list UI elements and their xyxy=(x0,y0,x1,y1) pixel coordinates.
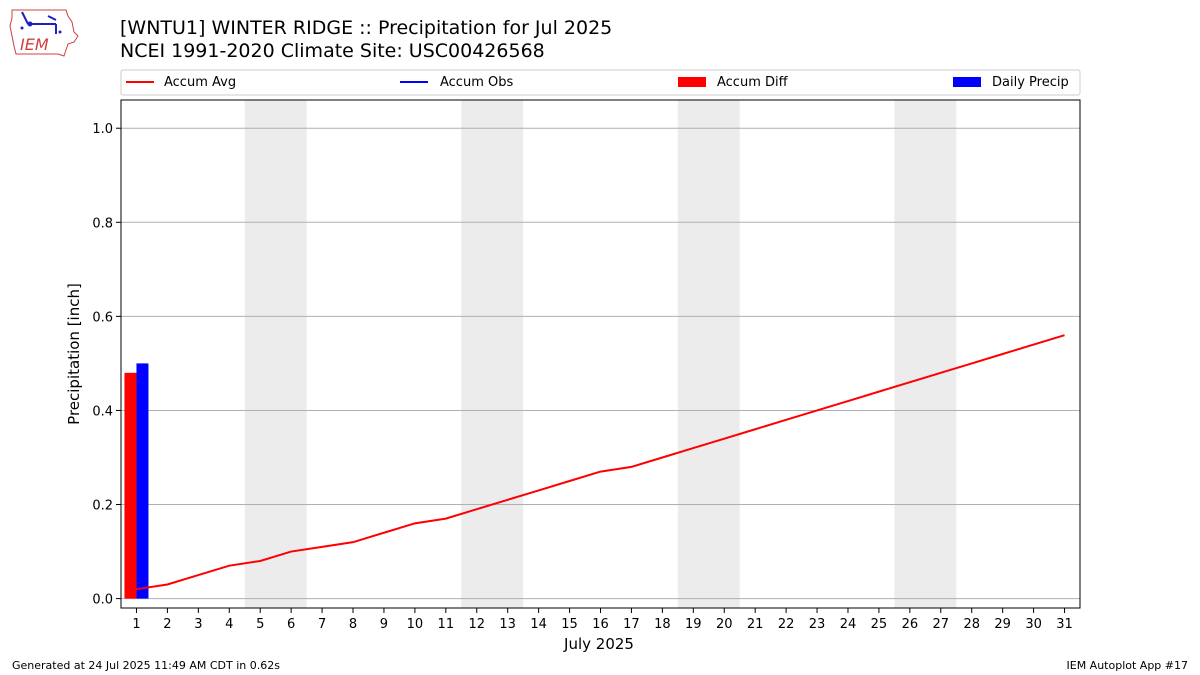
y-tick-label: 0.0 xyxy=(92,593,113,608)
y-tick-label: 0.6 xyxy=(92,310,113,325)
x-tick-label: 10 xyxy=(407,617,424,632)
x-tick-label: 3 xyxy=(194,617,202,632)
legend-label-accum-diff: Accum Diff xyxy=(717,75,789,90)
x-tick-label: 4 xyxy=(225,617,233,632)
weekend-band xyxy=(677,100,740,608)
weekend-band xyxy=(244,100,307,608)
x-tick-label: 30 xyxy=(1025,617,1042,632)
x-tick-label: 24 xyxy=(840,617,857,632)
x-tick-label: 2 xyxy=(163,617,171,632)
chart-subtitle: NCEI 1991-2020 Climate Site: USC00426568 xyxy=(120,40,545,62)
y-tick-label: 0.8 xyxy=(92,216,113,231)
x-tick-label: 7 xyxy=(318,617,326,632)
x-tick-label: 23 xyxy=(809,617,826,632)
x-tick-label: 13 xyxy=(499,617,516,632)
x-tick-label: 5 xyxy=(256,617,264,632)
x-tick-label: 31 xyxy=(1056,617,1073,632)
x-tick-label: 15 xyxy=(561,617,578,632)
y-tick-label: 0.2 xyxy=(92,499,113,514)
x-tick-label: 1 xyxy=(132,617,140,632)
x-tick-label: 18 xyxy=(654,617,671,632)
chart-title: [WNTU1] WINTER RIDGE :: Precipitation fo… xyxy=(120,17,613,39)
weekend-band xyxy=(894,100,957,608)
legend-label-accum-avg: Accum Avg xyxy=(164,75,236,90)
y-tick-label: 1.0 xyxy=(92,122,113,137)
precip-chart: Accum Avg Accum Obs Accum Diff Daily Pre… xyxy=(65,69,1081,653)
x-tick-label: 29 xyxy=(994,617,1011,632)
x-tick-label: 6 xyxy=(287,617,295,632)
x-axis-label: July 2025 xyxy=(563,635,634,653)
x-tick-label: 17 xyxy=(623,617,640,632)
x-tick-label: 22 xyxy=(778,617,795,632)
accum-avg-line xyxy=(136,334,1065,591)
daily-precip-bar xyxy=(136,363,149,599)
x-tick-label: 20 xyxy=(716,617,733,632)
x-tick-label: 14 xyxy=(530,617,547,632)
weekend-band xyxy=(461,100,524,608)
legend-label-daily-precip: Daily Precip xyxy=(992,75,1069,90)
generated-timestamp: Generated at 24 Jul 2025 11:49 AM CDT in… xyxy=(12,659,280,672)
x-tick-label: 19 xyxy=(685,617,702,632)
legend-daily-precip: Daily Precip xyxy=(953,75,1069,90)
x-tick-label: 16 xyxy=(592,617,609,632)
legend-accum-diff: Accum Diff xyxy=(678,75,789,90)
legend-label-accum-obs: Accum Obs xyxy=(440,75,513,90)
legend-accum-avg: Accum Avg xyxy=(126,75,236,90)
x-tick-label: 25 xyxy=(871,617,888,632)
logo-text: IEM xyxy=(20,35,49,54)
x-tick-label: 26 xyxy=(902,617,919,632)
accum-diff-bar xyxy=(124,372,137,599)
iem-logo: IEM xyxy=(9,9,79,57)
x-tick-label: 21 xyxy=(747,617,764,632)
y-axis-label: Precipitation [inch] xyxy=(65,283,83,425)
app-label: IEM Autoplot App #17 xyxy=(1066,659,1189,672)
x-tick-label: 9 xyxy=(380,617,388,632)
y-tick-label: 0.4 xyxy=(92,404,113,419)
legend-accum-obs: Accum Obs xyxy=(400,75,513,90)
legend: Accum Avg Accum Obs Accum Diff Daily Pre… xyxy=(120,69,1081,96)
x-tick-label: 28 xyxy=(963,617,980,632)
x-tick-label: 8 xyxy=(349,617,357,632)
x-tick-label: 27 xyxy=(933,617,950,632)
plot-area: 0.00.20.40.60.81.01 2 3 4 5 6 7 8 9 10 11 12 13 14 15 1… xyxy=(92,99,1081,632)
x-tick-label: 11 xyxy=(438,617,455,632)
x-tick-label: 12 xyxy=(468,617,485,632)
